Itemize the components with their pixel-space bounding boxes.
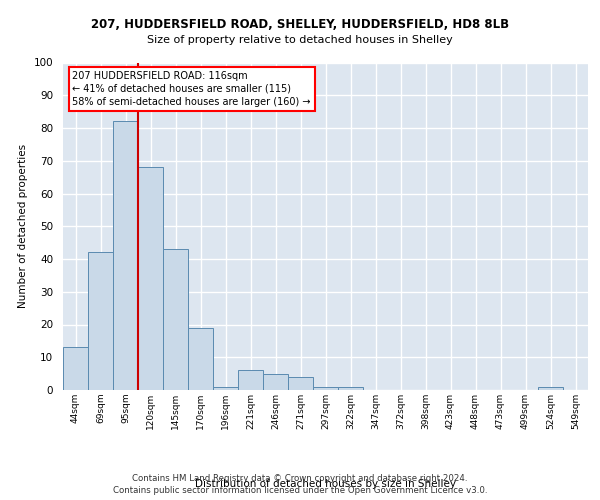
Bar <box>263 374 288 390</box>
Bar <box>238 370 263 390</box>
Text: Size of property relative to detached houses in Shelley: Size of property relative to detached ho… <box>147 35 453 45</box>
Bar <box>138 168 163 390</box>
Bar <box>288 377 313 390</box>
X-axis label: Distribution of detached houses by size in Shelley: Distribution of detached houses by size … <box>195 479 456 489</box>
Bar <box>163 249 188 390</box>
Text: Contains HM Land Registry data © Crown copyright and database right 2024.
Contai: Contains HM Land Registry data © Crown c… <box>113 474 487 495</box>
Bar <box>313 386 338 390</box>
Y-axis label: Number of detached properties: Number of detached properties <box>18 144 28 308</box>
Text: 207 HUDDERSFIELD ROAD: 116sqm
← 41% of detached houses are smaller (115)
58% of : 207 HUDDERSFIELD ROAD: 116sqm ← 41% of d… <box>73 70 311 107</box>
Bar <box>63 348 88 390</box>
Bar <box>538 386 563 390</box>
Text: 207, HUDDERSFIELD ROAD, SHELLEY, HUDDERSFIELD, HD8 8LB: 207, HUDDERSFIELD ROAD, SHELLEY, HUDDERS… <box>91 18 509 30</box>
Bar <box>113 122 138 390</box>
Bar <box>188 328 213 390</box>
Bar <box>338 386 363 390</box>
Bar <box>213 386 238 390</box>
Bar <box>88 252 113 390</box>
